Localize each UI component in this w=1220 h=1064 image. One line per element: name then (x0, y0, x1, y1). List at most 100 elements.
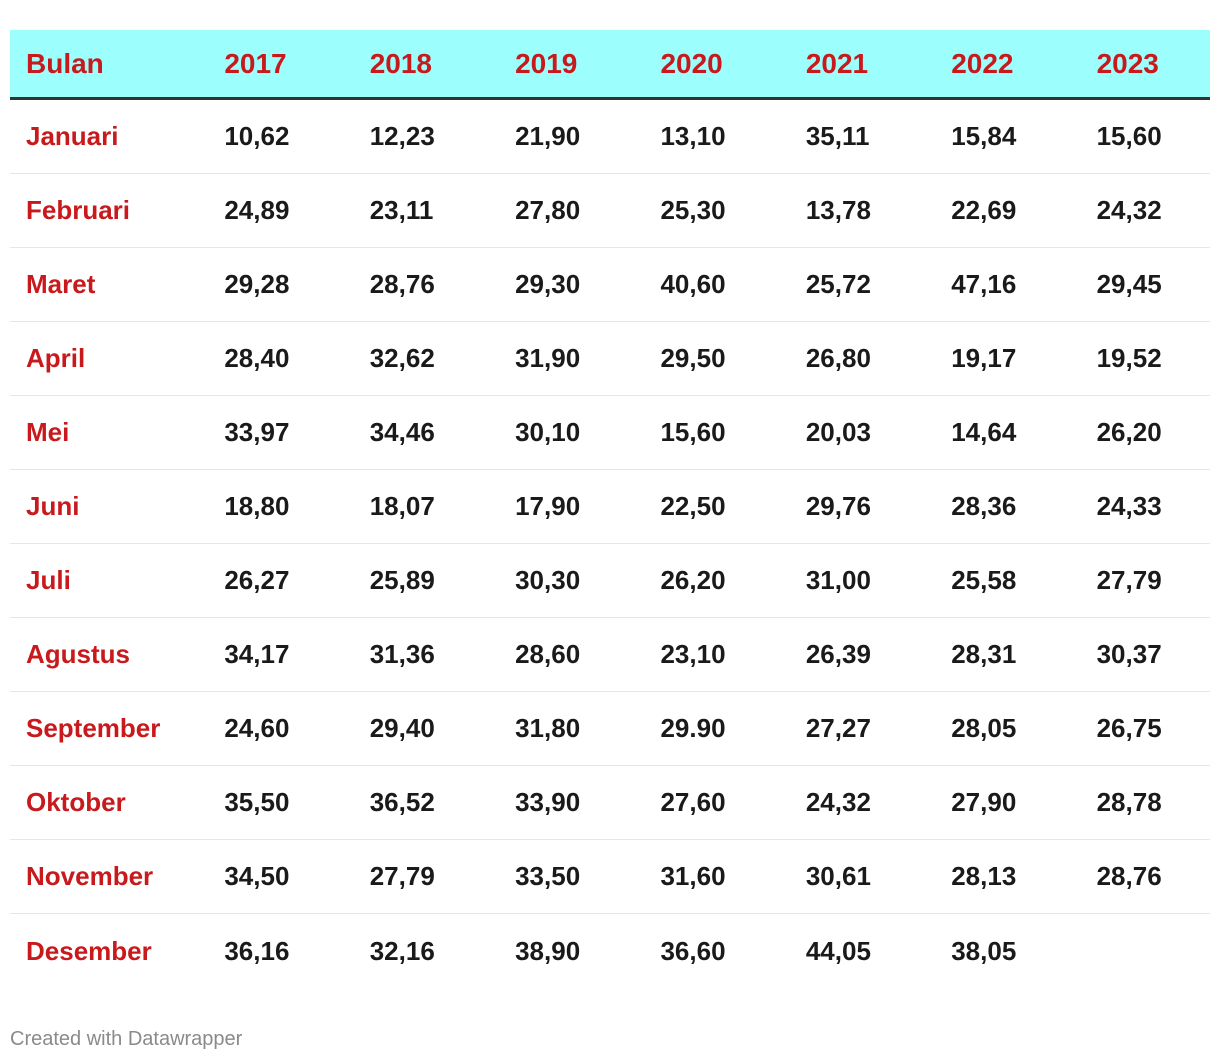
value-cell: 32,16 (369, 935, 435, 966)
header-year: 2018 (369, 47, 433, 79)
month-label: Maret (26, 269, 96, 299)
value-cell: 15,60 (660, 417, 726, 447)
value-cell: 40,60 (660, 269, 726, 299)
value-cell: 26,20 (660, 565, 726, 595)
month-label: Oktober (26, 787, 126, 817)
table-row: September 24,60 29,40 31,80 29.90 27,27 28,05 2… (10, 692, 1210, 766)
value-cell: 33,90 (515, 787, 581, 817)
value-cell: 27,79 (369, 861, 435, 891)
value-cell: 24,32 (1096, 195, 1162, 225)
table-row: Januari 10,62 12,23 21,90 13,10 35,11 15,84 15,… (10, 100, 1210, 174)
value-cell: 31,36 (369, 639, 435, 669)
value-cell: 34,46 (369, 417, 435, 447)
value-cell: 23,11 (369, 195, 434, 225)
value-cell: 27,80 (515, 195, 581, 225)
value-cell: 28,31 (951, 639, 1017, 669)
value-cell: 36,60 (660, 935, 726, 966)
value-cell: 26,27 (224, 565, 290, 595)
value-cell: 25,58 (951, 565, 1017, 595)
value-cell: 34,50 (224, 861, 290, 891)
value-cell: 29,45 (1096, 269, 1162, 299)
value-cell: 33,50 (515, 861, 581, 891)
value-cell: 29,76 (805, 491, 871, 521)
value-cell: 25,30 (660, 195, 726, 225)
value-cell: 31,80 (515, 713, 581, 743)
value-cell: 27,79 (1096, 565, 1162, 595)
value-cell: 35,11 (805, 121, 870, 151)
value-cell: 30,30 (515, 565, 581, 595)
value-cell: 10,62 (224, 121, 290, 151)
value-cell: 15,60 (1096, 121, 1162, 151)
month-label: Mei (26, 417, 70, 447)
value-cell: 18,80 (224, 491, 290, 521)
header-year: 2020 (660, 47, 723, 79)
table-row: November 34,50 27,79 33,50 31,60 30,61 28,13 28… (10, 840, 1210, 914)
value-cell: 35,50 (224, 787, 290, 817)
value-cell: 29,28 (224, 269, 290, 299)
table-row: April 28,40 32,62 31,90 29,50 26,80 19,17 19,52 (10, 322, 1210, 396)
value-cell: 19,17 (951, 343, 1017, 373)
datawrapper-credit: Created with Datawrapper (10, 1028, 243, 1050)
value-cell: 22,69 (951, 195, 1017, 225)
value-cell: 24,60 (224, 713, 290, 743)
value-cell: 31,90 (515, 343, 581, 373)
month-label: Juni (26, 491, 80, 521)
table-row: Oktober 35,50 36,52 33,90 27,60 24,32 27,90 28,… (10, 766, 1210, 840)
table-row: Februari 24,89 23,11 27,80 25,30 13,78 22,69 24… (10, 174, 1210, 248)
value-cell: 38,90 (515, 935, 581, 966)
table-body: Januari 10,62 12,23 21,90 13,10 35,11 15,84 15,… (10, 100, 1210, 988)
month-label: April (26, 343, 86, 373)
month-label: Januari (26, 121, 119, 151)
data-table: Bulan 2017 2018 2019 2020 2021 2022 2023… (10, 30, 1210, 988)
header-bulan: Bulan (26, 47, 104, 79)
value-cell: 13,78 (805, 195, 871, 225)
value-cell: 14,64 (951, 417, 1017, 447)
value-cell: 36,16 (224, 935, 290, 966)
table-row: Agustus 34,17 31,36 28,60 23,10 26,39 28,31 30,… (10, 618, 1210, 692)
header-year: 2023 (1096, 47, 1159, 79)
value-cell: 25,72 (805, 269, 871, 299)
value-cell: 28,36 (951, 491, 1017, 521)
value-cell: 17,90 (515, 491, 581, 521)
value-cell: 30,10 (515, 417, 581, 447)
value-cell: 24,89 (224, 195, 290, 225)
value-cell: 27,27 (805, 713, 871, 743)
value-cell: 26,20 (1096, 417, 1162, 447)
value-cell: 19,52 (1096, 343, 1162, 373)
value-cell: 29.90 (660, 713, 726, 743)
value-cell: 26,75 (1096, 713, 1162, 743)
value-cell: 22,50 (660, 491, 726, 521)
header-year: 2022 (951, 47, 1014, 79)
value-cell: 32,62 (369, 343, 435, 373)
value-cell: 28,40 (224, 343, 290, 373)
value-cell: 15,84 (951, 121, 1017, 151)
value-cell: 21,90 (515, 121, 581, 151)
table-row: Juni 18,80 18,07 17,90 22,50 29,76 28,36 24,33 (10, 470, 1210, 544)
month-label: November (26, 861, 154, 891)
value-cell: 13,10 (660, 121, 726, 151)
value-cell: 30,37 (1096, 639, 1162, 669)
value-cell: 29,50 (660, 343, 726, 373)
month-label: Desember (26, 935, 152, 966)
value-cell: 29,40 (369, 713, 435, 743)
value-cell: 34,17 (224, 639, 290, 669)
value-cell: 27,60 (660, 787, 726, 817)
value-cell: 27,90 (951, 787, 1017, 817)
month-label: Februari (26, 195, 131, 225)
value-cell: 28,78 (1096, 787, 1162, 817)
table-row: Desember 36,16 32,16 38,90 36,60 44,05 38,05 (10, 914, 1210, 988)
value-cell: 31,00 (805, 565, 871, 595)
value-cell: 44,05 (805, 935, 871, 966)
table-row: Maret 29,28 28,76 29,30 40,60 25,72 47,16 29,45 (10, 248, 1210, 322)
table-row: Juli 26,27 25,89 30,30 26,20 31,00 25,58 27,79 (10, 544, 1210, 618)
value-cell: 38,05 (951, 935, 1017, 966)
value-cell: 26,39 (805, 639, 871, 669)
value-cell: 12,23 (369, 121, 435, 151)
value-cell: 29,30 (515, 269, 581, 299)
month-label: September (26, 713, 161, 743)
value-cell: 30,61 (805, 861, 871, 891)
header-year: 2019 (515, 47, 578, 79)
value-cell: 28,60 (515, 639, 581, 669)
value-cell: 18,07 (369, 491, 435, 521)
month-label: Agustus (26, 639, 130, 669)
